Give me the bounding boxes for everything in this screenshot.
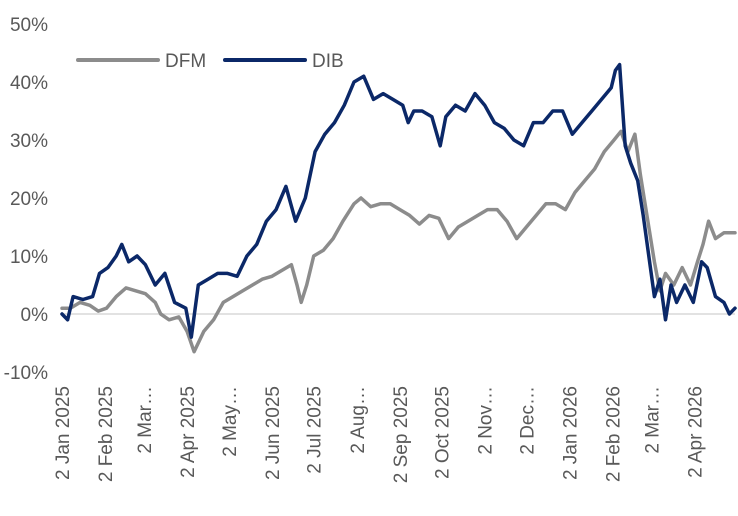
x-tick-label: 2 Mar…: [135, 386, 156, 454]
x-tick-label: 2 Apr 2026: [686, 386, 707, 478]
x-tick-label: 2 May…: [220, 386, 241, 457]
x-tick-label: 2 Apr 2025: [178, 386, 199, 478]
legend: DFM DIB: [76, 51, 344, 72]
series-layer: [60, 62, 737, 354]
y-tick-label: -10%: [4, 363, 48, 384]
x-tick-label: 2 Jan 2025: [53, 386, 74, 480]
y-tick-label: 40%: [10, 73, 48, 94]
x-tick-label: 2 Aug…: [348, 386, 369, 454]
x-tick-label: 2 Jul 2025: [305, 386, 326, 474]
x-axis-ticks: 2 Jan 2025 2 Feb 2025 2 Mar… 2 Apr 2025 2 Ma…: [53, 386, 707, 483]
series-line-dib: [60, 62, 737, 339]
legend-label-dfm: DFM: [165, 51, 206, 72]
y-tick-label: 50%: [10, 15, 48, 36]
x-tick-label: 2 Feb 2025: [96, 386, 117, 482]
x-tick-label: 2 Jan 2026: [561, 386, 582, 480]
x-tick-label: 2 Dec…: [517, 386, 538, 455]
x-tick-label: 2 Mar…: [643, 386, 664, 454]
x-tick-label: 2 Sep 2025: [391, 386, 412, 483]
y-tick-label: 10%: [10, 247, 48, 268]
legend-label-dib: DIB: [312, 51, 344, 72]
y-axis-ticks: 50% 40% 30% 20% 10% 0% -10%: [4, 15, 48, 384]
y-tick-label: 20%: [10, 189, 48, 210]
x-tick-label: 2 Feb 2026: [604, 386, 625, 482]
series-line-dfm: [60, 129, 737, 354]
x-tick-label: 2 Nov…: [476, 386, 497, 455]
y-tick-label: 0%: [21, 305, 49, 326]
y-tick-label: 30%: [10, 131, 48, 152]
x-tick-label: 2 Jun 2025: [263, 386, 284, 480]
x-tick-label: 2 Oct 2025: [433, 386, 454, 479]
